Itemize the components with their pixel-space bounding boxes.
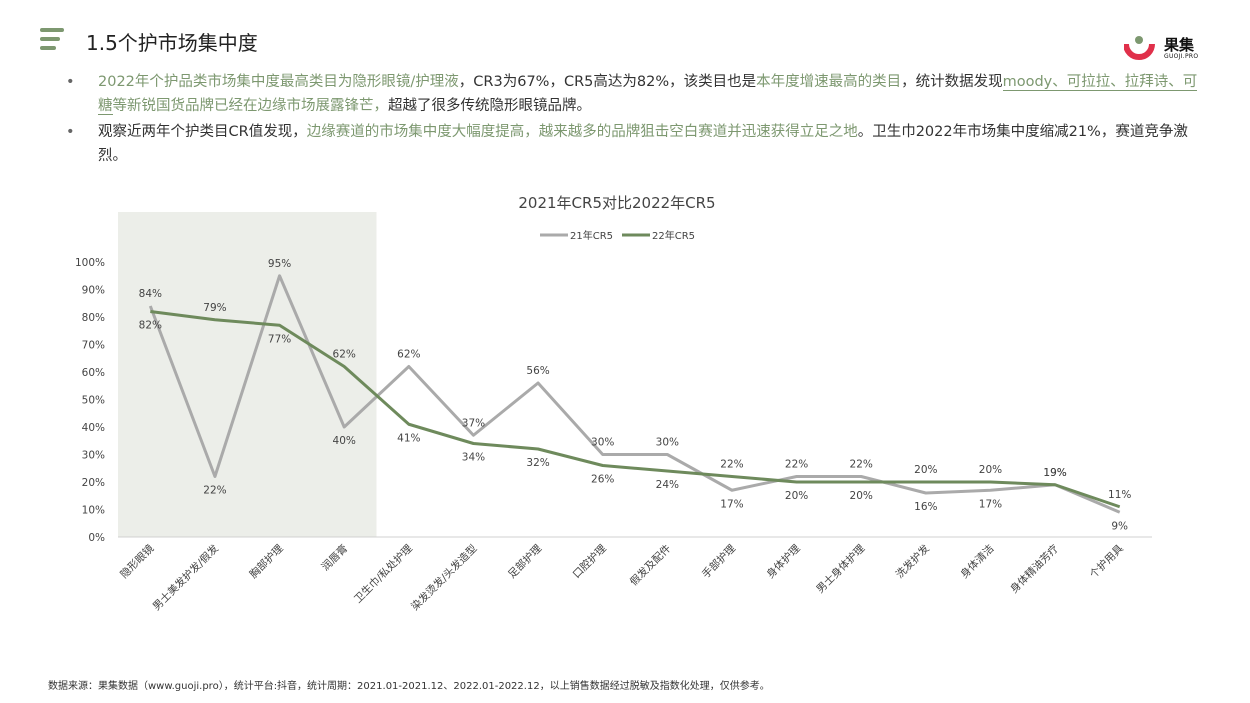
brand-list: moody、可拉拉、拉拜诗、可糖 <box>98 74 1198 115</box>
bullet-1-highlight-2: 本年度增速最高的类目 <box>756 74 902 90</box>
data-label: 37% <box>462 417 485 429</box>
data-label: 62% <box>397 349 420 361</box>
y-tick-label: 30% <box>82 450 105 462</box>
y-tick-label: 20% <box>82 477 105 489</box>
y-tick-label: 90% <box>82 285 105 297</box>
bullet-2-text: 观察近两年个护类目CR值发现， <box>98 124 307 140</box>
data-label: 16% <box>914 501 937 513</box>
bullet-2-text-2: 。卫生巾2022年市场集中度缩减21%，赛道竞争激烈。 <box>98 124 1188 164</box>
x-tick-label: 身体清洁 <box>958 542 997 581</box>
y-tick-label: 10% <box>82 505 105 517</box>
data-label: 56% <box>526 365 549 377</box>
data-label: 30% <box>591 437 614 449</box>
data-label: 17% <box>979 498 1002 510</box>
x-tick-label: 洗发护发 <box>893 542 932 581</box>
bullet-dot-icon: • <box>66 124 75 140</box>
data-label: 19% <box>1043 467 1066 479</box>
x-tick-label: 润唇膏 <box>319 542 350 573</box>
x-tick-label: 卫生巾/私处护理 <box>351 542 415 606</box>
menu-icon[interactable] <box>40 28 64 50</box>
y-tick-label: 40% <box>82 422 105 434</box>
data-label: 20% <box>785 490 808 502</box>
data-label: 84% <box>139 288 162 300</box>
data-label: 19% <box>1043 467 1066 479</box>
x-tick-label: 身体精油芳疗 <box>1007 542 1061 596</box>
bullet-2-highlight: 边缘赛道的市场集中度大幅度提高，越来越多的品牌狙击空白赛道并迅速获得立足之地 <box>306 124 858 140</box>
y-tick-label: 50% <box>82 395 105 407</box>
x-tick-label: 身体护理 <box>764 542 803 581</box>
x-tick-label: 口腔护理 <box>570 542 609 581</box>
y-tick-label: 100% <box>75 257 105 269</box>
bullet-dot-icon: • <box>66 74 75 90</box>
logo-text: 果集 <box>1164 36 1195 54</box>
data-label: 11% <box>1108 489 1131 501</box>
data-label: 20% <box>850 490 873 502</box>
data-source-footer: 数据来源：果集数据（www.guoji.pro），统计平台:抖音，统计周期：20… <box>48 681 770 692</box>
x-tick-label: 隐形眼镜 <box>118 542 157 581</box>
cr5-line-chart: 2021年CR5对比2022年CR5 21年CR5 22年CR5 0% 10% 20% 30… <box>75 194 1152 613</box>
guoji-logo-icon <box>1124 36 1155 60</box>
legend-label-1: 21年CR5 <box>570 229 613 242</box>
data-label: 77% <box>268 333 291 345</box>
series-line-1 <box>148 274 1121 514</box>
data-label: 26% <box>591 474 614 486</box>
data-label: 40% <box>333 435 356 447</box>
x-tick-label: 足部护理 <box>505 542 544 581</box>
x-tick-label: 手部护理 <box>699 542 738 581</box>
data-label: 24% <box>656 479 679 491</box>
data-label: 82% <box>139 320 162 332</box>
bullet-1-text: ，CR3为67%，CR5高达为82%，该类目也是 <box>458 74 757 90</box>
bullet-item-1: • 2022年个护品类市场集中度最高类目为隐形眼镜/护理液，CR3为67%，CR… <box>66 70 1206 118</box>
data-label: 95% <box>268 258 291 270</box>
data-label: 20% <box>914 464 937 476</box>
data-label: 22% <box>720 459 743 471</box>
data-label: 22% <box>785 459 808 471</box>
data-label: 22% <box>203 485 226 497</box>
y-tick-label: 60% <box>82 367 105 379</box>
data-label: 79% <box>203 302 226 314</box>
page-title: 1.5个护市场集中度 <box>86 31 258 55</box>
y-tick-label: 70% <box>82 340 105 352</box>
data-label: 17% <box>720 498 743 510</box>
bullet-1-text-2: ，统计数据发现 <box>901 74 1003 90</box>
x-tick-label: 胸部护理 <box>247 542 286 581</box>
x-tick-label: 男士美发护发/假发 <box>150 542 221 613</box>
y-tick-label: 80% <box>82 312 105 324</box>
data-label: 62% <box>333 349 356 361</box>
x-tick-label: 个护用具 <box>1087 542 1126 581</box>
bullet-item-2: • 观察近两年个护类目CR值发现，边缘赛道的市场集中度大幅度提高，越来越多的品牌… <box>66 120 1206 168</box>
data-label: 9% <box>1111 520 1128 532</box>
bullet-list: • 2022年个护品类市场集中度最高类目为隐形眼镜/护理液，CR3为67%，CR… <box>66 70 1206 170</box>
chart-title: 2021年CR5对比2022年CR5 <box>518 194 715 212</box>
x-tick-label: 假发及配件 <box>627 542 673 588</box>
legend-label-2: 22年CR5 <box>652 229 695 242</box>
bullet-1-highlight: 2022年个护品类市场集中度最高类目为隐形眼镜/护理液 <box>98 74 459 90</box>
series-line-2 <box>150 310 1121 509</box>
y-tick-label: 0% <box>88 532 105 544</box>
x-tick-label: 染发烫发/头发造型 <box>408 542 479 613</box>
data-label: 41% <box>397 432 420 444</box>
data-label: 34% <box>462 452 485 464</box>
bullet-1-text-3: 超越了很多传统隐形眼镜品牌。 <box>388 98 591 114</box>
x-tick-label: 男士身体护理 <box>814 542 868 596</box>
bullet-1-highlight-3: 等新锐国货品牌已经在边缘市场展露锋芒， <box>112 98 389 114</box>
data-label: 30% <box>656 437 679 449</box>
data-label: 20% <box>979 464 1002 476</box>
data-label: 22% <box>850 459 873 471</box>
logo-subtext: GUOJI.PRO <box>1164 53 1199 60</box>
data-label: 32% <box>526 457 549 469</box>
